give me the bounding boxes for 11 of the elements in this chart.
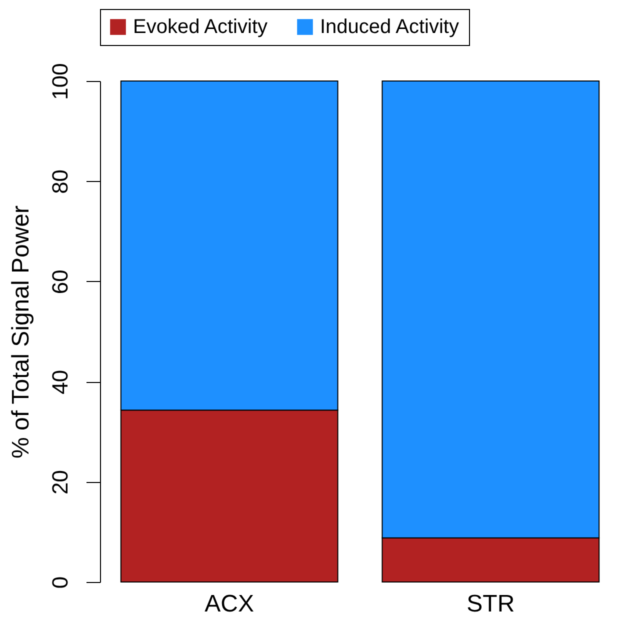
y-tick-label: 40	[48, 370, 72, 394]
x-tick-label: STR	[466, 590, 515, 618]
y-axis-title: % of Total Signal Power	[8, 205, 34, 459]
y-tick-label: 60	[48, 270, 72, 294]
y-tick-label: 100	[48, 63, 72, 100]
legend-label: Evoked Activity	[133, 16, 268, 38]
text: Induced Activity	[320, 16, 459, 38]
x-tick-label: ACX	[204, 590, 254, 618]
y-tick-label: 0	[48, 576, 72, 589]
y-tick-label: 20	[48, 470, 72, 495]
y-tick-label: 80	[48, 169, 72, 194]
